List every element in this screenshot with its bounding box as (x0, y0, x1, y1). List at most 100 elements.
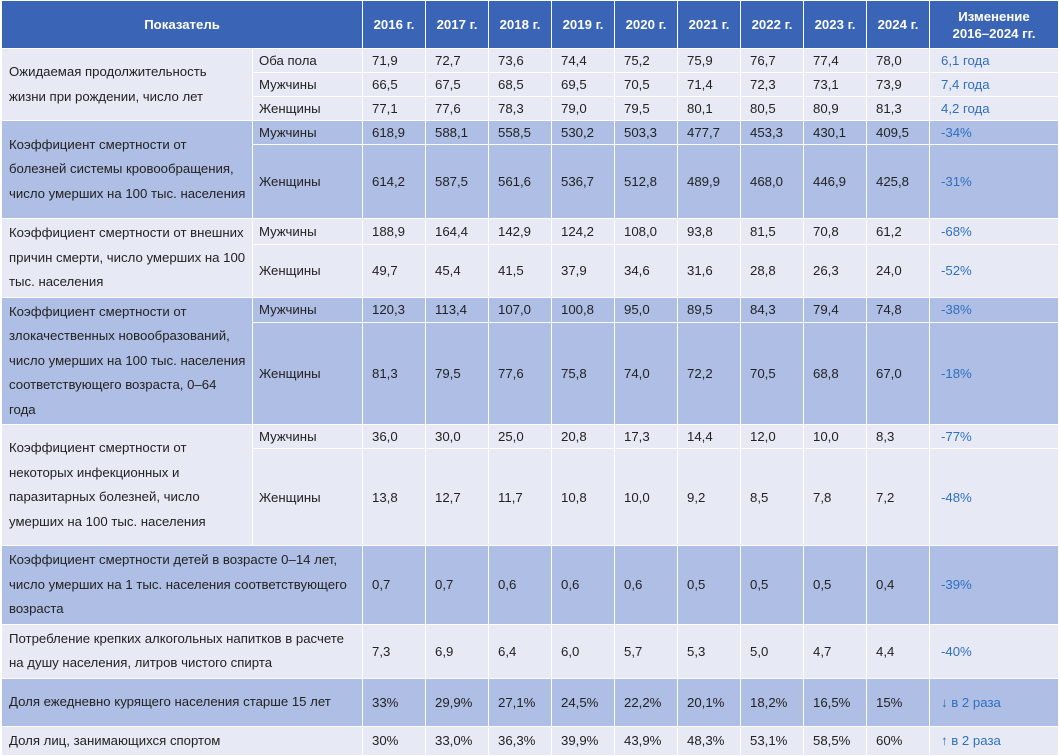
sex-cell: Мужчины (252, 217, 363, 246)
table-row: Коэффициент смертности от внешних причин… (1, 217, 1059, 298)
value-cell: 41,5 (488, 244, 552, 298)
value-cell: 79,4 (803, 296, 867, 323)
value-cell: 70,5 (740, 321, 804, 426)
value-cell: 33,0% (425, 725, 489, 756)
value-cell: 587,5 (425, 144, 489, 219)
value-cell: 113,4 (425, 296, 489, 323)
value-cell: 72,3 (740, 72, 804, 97)
indicator-cell: Потребление крепких алкогольных напитков… (1, 623, 363, 679)
value-cell: 66,5 (362, 72, 426, 97)
header-year: 2021 г. (677, 0, 741, 49)
sex-cell: Женщины (252, 321, 363, 426)
value-cell: 7,2 (866, 448, 930, 546)
value-cell: 12,7 (425, 448, 489, 546)
value-cell: 107,0 (488, 296, 552, 323)
value-cell: 4,4 (866, 623, 930, 679)
table-row: Ожидаемая продолжительность жизни при ро… (1, 48, 1059, 121)
value-cell: 108,0 (614, 217, 678, 246)
value-cell: 536,7 (551, 144, 615, 219)
table-row: Доля лиц, занимающихся спортом 30% 33,0% 36… (1, 725, 1059, 756)
change-cell: -38% (929, 296, 1059, 323)
value-cell: 12,0 (740, 424, 804, 449)
change-cell: ↓ в 2 раза (929, 677, 1059, 727)
header-change-line2: 2016–2024 гг. (952, 25, 1036, 41)
value-cell: 60% (866, 725, 930, 756)
table-row: Женщины 77,1 77,6 78,3 79,0 79,5 80,1 80,5 80,9 8… (2, 96, 1059, 121)
value-cell: 81,3 (362, 321, 426, 426)
change-cell: -31% (929, 144, 1059, 219)
indicator-cell: Коэффициент смертности от болезней систе… (1, 120, 253, 219)
value-cell: 5,7 (614, 623, 678, 679)
value-cell: 75,8 (551, 321, 615, 426)
value-cell: 39,9% (551, 725, 615, 756)
value-cell: 453,3 (740, 120, 804, 145)
header-year: 2019 г. (551, 0, 615, 49)
header-change-line1: Изменение (958, 8, 1030, 24)
value-cell: 78,0 (866, 48, 930, 73)
indicator-cell: Доля ежедневно курящего населения старше… (1, 677, 363, 727)
value-cell: 36,3% (488, 725, 552, 756)
value-cell: 11,7 (488, 448, 552, 546)
value-cell: 15% (866, 677, 930, 727)
value-cell: 20,8 (551, 424, 615, 449)
value-cell: 71,4 (677, 72, 741, 97)
value-cell: 5,0 (740, 623, 804, 679)
change-cell: -52% (929, 244, 1059, 298)
value-cell: 425,8 (866, 144, 930, 219)
value-cell: 6,9 (425, 623, 489, 679)
change-cell: -68% (929, 217, 1059, 246)
value-cell: 0,7 (362, 545, 426, 625)
indicator-cell: Ожидаемая продолжительность жизни при ро… (1, 48, 253, 121)
value-cell: 588,1 (425, 120, 489, 145)
value-cell: 48,3% (677, 725, 741, 756)
value-cell: 188,9 (362, 217, 426, 246)
table-row: Потребление крепких алкогольных напитков… (1, 623, 1059, 679)
value-cell: 5,3 (677, 623, 741, 679)
header-year: 2020 г. (614, 0, 678, 49)
value-cell: 530,2 (551, 120, 615, 145)
sex-cell: Женщины (252, 244, 363, 298)
value-cell: 6,4 (488, 623, 552, 679)
value-cell: 9,2 (677, 448, 741, 546)
value-cell: 34,6 (614, 244, 678, 298)
table-row: Женщины 81,3 79,5 77,6 75,8 74,0 72,2 70,5 68,8 6… (2, 321, 1059, 426)
header-row: Показатель 2016 г. 2017 г. 2018 г. 2019 … (1, 0, 1059, 49)
value-cell: 68,5 (488, 72, 552, 97)
value-cell: 489,9 (677, 144, 741, 219)
table-body: Ожидаемая продолжительность жизни при ро… (1, 48, 1059, 756)
value-cell: 142,9 (488, 217, 552, 246)
table-row: Коэффициент смертности от болезней систе… (1, 120, 1059, 219)
change-cell: -48% (929, 448, 1059, 546)
change-cell: -18% (929, 321, 1059, 426)
value-cell: 75,2 (614, 48, 678, 73)
sex-cell: Женщины (252, 448, 363, 546)
value-cell: 618,9 (362, 120, 426, 145)
value-cell: 76,7 (740, 48, 804, 73)
value-cell: 75,9 (677, 48, 741, 73)
change-cell: -34% (929, 120, 1059, 145)
value-cell: 503,3 (614, 120, 678, 145)
value-cell: 6,0 (551, 623, 615, 679)
sex-cell: Мужчины (252, 72, 363, 97)
indicator-cell: Коэффициент смертности от некоторых инфе… (1, 424, 253, 546)
value-cell: 77,1 (362, 96, 426, 121)
value-cell: 124,2 (551, 217, 615, 246)
indicator-cell: Коэффициент смертности от злокачественны… (1, 296, 253, 425)
indicator-cell: Коэффициент смертности от внешних причин… (1, 218, 253, 298)
value-cell: 8,3 (866, 424, 930, 449)
value-cell: 7,3 (362, 623, 426, 679)
value-cell: 20,1% (677, 677, 741, 727)
value-cell: 22,2% (614, 677, 678, 727)
value-cell: 0,4 (866, 545, 930, 625)
value-cell: 17,3 (614, 424, 678, 449)
value-cell: 446,9 (803, 144, 867, 219)
value-cell: 72,2 (677, 321, 741, 426)
value-cell: 14,4 (677, 424, 741, 449)
value-cell: 430,1 (803, 120, 867, 145)
value-cell: 558,5 (488, 120, 552, 145)
value-cell: 7,8 (803, 448, 867, 546)
value-cell: 70,5 (614, 72, 678, 97)
value-cell: 77,4 (803, 48, 867, 73)
value-cell: 81,5 (740, 217, 804, 246)
